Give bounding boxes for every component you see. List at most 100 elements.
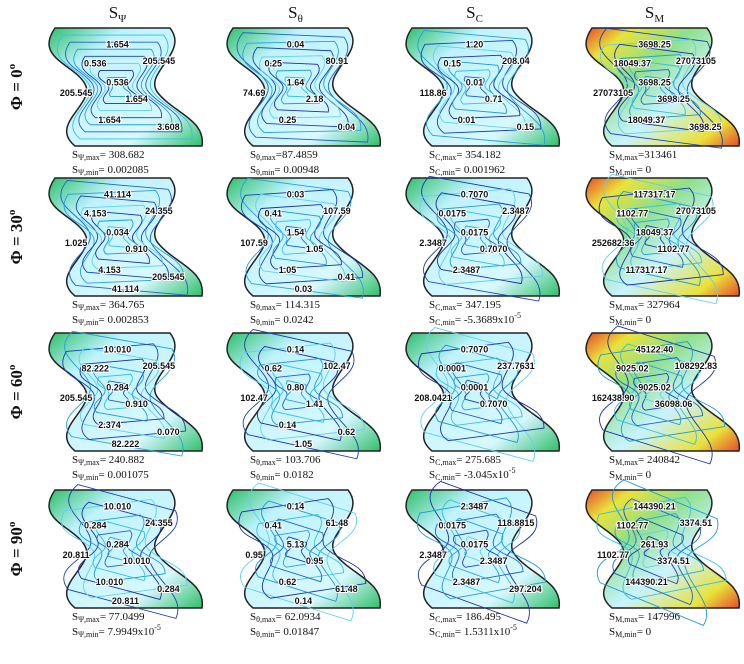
caption-value: = -5.3689x10: [455, 314, 515, 326]
caption-value: =313461: [638, 149, 677, 161]
contour-line: [615, 357, 704, 427]
contour-label: 144390.21: [633, 502, 676, 512]
caption-value: =87.4859: [276, 149, 318, 161]
contour-label: 0.7070: [480, 244, 508, 254]
contour-line: [436, 203, 522, 270]
caption-symbol: S: [72, 314, 78, 326]
contour-label: 18049.37: [636, 227, 674, 237]
caption: SΨ,min= 7.9949x10-5: [72, 623, 161, 639]
contour-line: [420, 327, 536, 462]
contour-line: [629, 59, 686, 116]
contour-line: [258, 204, 342, 270]
contour-line: [107, 380, 130, 405]
caption: Sθ,max=87.4859: [250, 149, 318, 162]
caption-superscript: -5: [154, 623, 161, 632]
contour-label: 0.536: [84, 58, 107, 68]
contour-label: 3374.51: [680, 518, 713, 528]
contour-line: [599, 325, 717, 465]
contour-label: 1.025: [65, 238, 88, 248]
contour-line: [97, 70, 142, 104]
contour-label: 10.010: [123, 556, 151, 566]
contour-line: [257, 345, 342, 442]
row-label: Φ = 90o: [6, 521, 26, 576]
contour-label: 205.545: [152, 272, 185, 282]
contour-panel: 41.114 4.153 24.355 0.034 1.025 0.910 4.153 205…: [48, 177, 203, 297]
contour-label: 41.114: [112, 284, 139, 294]
cavity: [48, 489, 203, 609]
contour-line: [643, 535, 667, 564]
contour-line: [448, 60, 507, 114]
contour-line: [79, 358, 165, 425]
contour-label: 0.41: [264, 208, 282, 218]
caption: SM,max=313461: [609, 149, 677, 162]
caption-symbol: S: [250, 626, 256, 638]
caption: Sθ,max= 103.706: [250, 454, 321, 467]
caption-value: = 308.682: [100, 149, 145, 161]
contour-line: [614, 343, 700, 445]
contour-line: [449, 208, 505, 267]
caption-symbol: S: [72, 611, 78, 623]
contour-line: [285, 536, 308, 563]
caption-symbol: S: [250, 611, 256, 623]
contour-line: [435, 344, 519, 444]
contour-label: 2.3487: [419, 550, 447, 560]
column-header: SM: [645, 3, 664, 25]
row-label-text: Φ = 90: [7, 527, 26, 576]
contour-label: 208.04: [502, 56, 530, 66]
contour-label: 2.3487: [453, 265, 481, 275]
caption-symbol: S: [250, 469, 256, 481]
caption: SC,min= 0.001962: [429, 164, 505, 177]
contour-panel: 0.7070 0.0001 237.7631 0.0001 208.0421 0.7070: [405, 327, 560, 462]
caption-symbol: S: [609, 164, 615, 176]
caption-subscript: θ,max: [256, 303, 276, 312]
caption-subscript: θ,min: [256, 318, 274, 327]
contour-line: [81, 55, 162, 119]
caption: SC,max= 347.195: [429, 299, 501, 312]
contour-line: [628, 517, 684, 585]
contour-label: 45122.40: [636, 345, 674, 355]
contour-label: 117317.17: [633, 190, 675, 200]
contour-label: 0.910: [125, 244, 148, 254]
cavity: [48, 27, 203, 147]
contour-label: 2.3487: [419, 238, 447, 248]
header-subscript: θ: [298, 13, 303, 25]
caption-subscript: C,min: [435, 318, 455, 327]
contour-line: [600, 39, 722, 135]
contour-label: 61.48: [326, 518, 349, 528]
caption-subscript: Ψ,max: [78, 303, 100, 312]
caption-value: = 62.0934: [276, 611, 321, 623]
caption-symbol: S: [429, 626, 435, 638]
contour-label: 107.59: [240, 238, 268, 248]
contour-label: 10.010: [104, 502, 132, 512]
contour-label: 205.545: [143, 56, 176, 66]
cavity: [405, 332, 560, 452]
contour-line: [270, 518, 324, 583]
caption-subscript: Ψ,min: [78, 473, 98, 482]
caption-value: = 1.5311x10: [455, 626, 511, 638]
contour-line: [285, 225, 309, 249]
contour-label: 1.05: [306, 244, 324, 254]
contour-label: 0.0175: [438, 208, 466, 218]
contour-label: 0.0175: [438, 520, 466, 530]
contour-label: 0.01: [466, 77, 484, 87]
contour-line: [92, 519, 146, 582]
contour-line: [448, 517, 504, 584]
caption: Sθ,max= 114.315: [250, 299, 321, 312]
header-symbol: S: [466, 3, 475, 22]
contour-line: [259, 55, 341, 119]
contour-label: 1.20: [466, 40, 484, 50]
caption-symbol: S: [72, 164, 78, 176]
caption-value: = 364.765: [100, 299, 145, 311]
contour-line: [257, 358, 343, 426]
contour-label: 3698.25: [638, 40, 671, 50]
row-label-sup: o: [6, 209, 18, 215]
contour-line: [270, 209, 327, 266]
contour-line: [449, 362, 503, 425]
contour-line: [238, 498, 367, 599]
caption-subscript: M,max: [615, 615, 638, 624]
caption-value: = 147996: [638, 611, 680, 623]
caption-symbol: S: [429, 469, 435, 481]
contour-line: [644, 225, 667, 250]
contour-panel: 3698.25 18049.37 27073105 3698.25 27073105 36…: [585, 27, 740, 149]
